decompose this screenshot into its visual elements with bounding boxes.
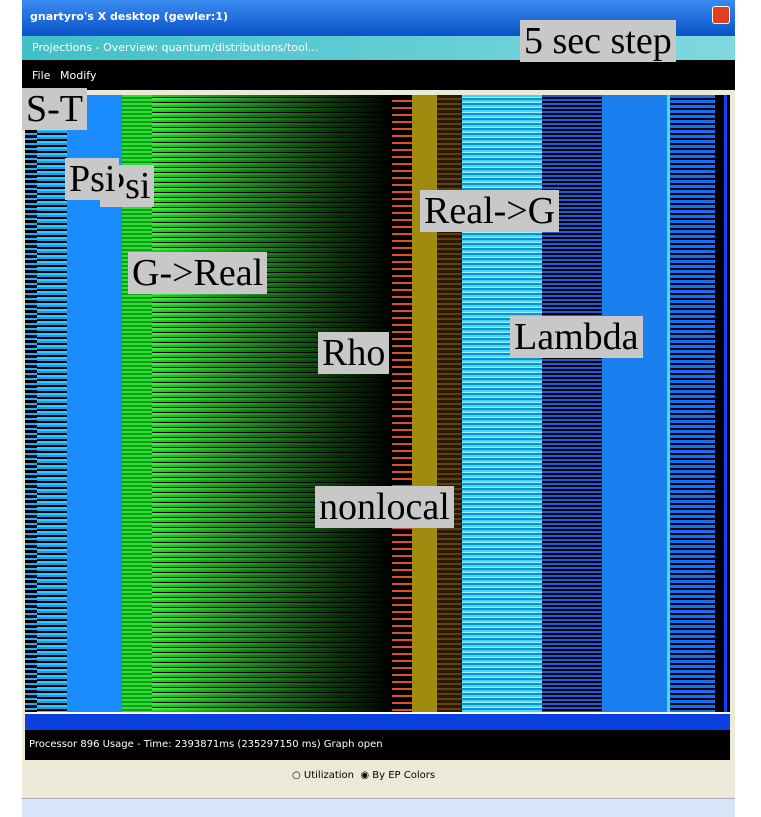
option-label: Utilization (304, 770, 354, 781)
radio-utilization[interactable]: ○ Utilization (292, 770, 354, 781)
band (462, 95, 542, 712)
band (392, 95, 412, 712)
menu-item[interactable]: Modify (60, 69, 96, 82)
menu-item[interactable]: File (32, 69, 50, 82)
band (670, 95, 715, 712)
annotation: Lambda (510, 316, 643, 358)
status-text: Processor 896 Usage - Time: 2393871ms (2… (29, 739, 383, 750)
band (25, 95, 37, 712)
radio-ep-colors[interactable]: ◉ By EP Colors (360, 770, 435, 781)
band (152, 95, 392, 712)
annotation: S-T (22, 88, 87, 130)
horizontal-scrollbar[interactable] (22, 798, 735, 817)
menu-bar: File Modify (22, 60, 735, 90)
horizontal-scale[interactable] (25, 712, 730, 730)
band (437, 95, 462, 712)
window: gnartyro's X desktop (gewler:1) Projecti… (22, 0, 735, 817)
band (37, 95, 67, 712)
window-title: gnartyro's X desktop (gewler:1) (30, 10, 228, 23)
band (602, 95, 667, 712)
annotation: Psi (65, 158, 119, 200)
band (412, 95, 437, 712)
inner-title: Projections - Overview: quantum/distribu… (32, 41, 318, 54)
band (542, 95, 602, 712)
annotation: G->Real (128, 252, 267, 294)
page: gnartyro's X desktop (gewler:1) Projecti… (0, 0, 761, 817)
annotation: 5 sec step (520, 20, 676, 62)
display-options: ○ Utilization ◉ By EP Colors (292, 770, 435, 781)
band (724, 95, 727, 712)
close-button[interactable] (712, 6, 730, 24)
annotation: Rho (318, 332, 389, 374)
annotation: Real->G (420, 190, 559, 232)
option-label: By EP Colors (372, 770, 435, 781)
status-bar: Processor 896 Usage - Time: 2393871ms (2… (25, 730, 730, 760)
annotation: nonlocal (315, 486, 454, 528)
